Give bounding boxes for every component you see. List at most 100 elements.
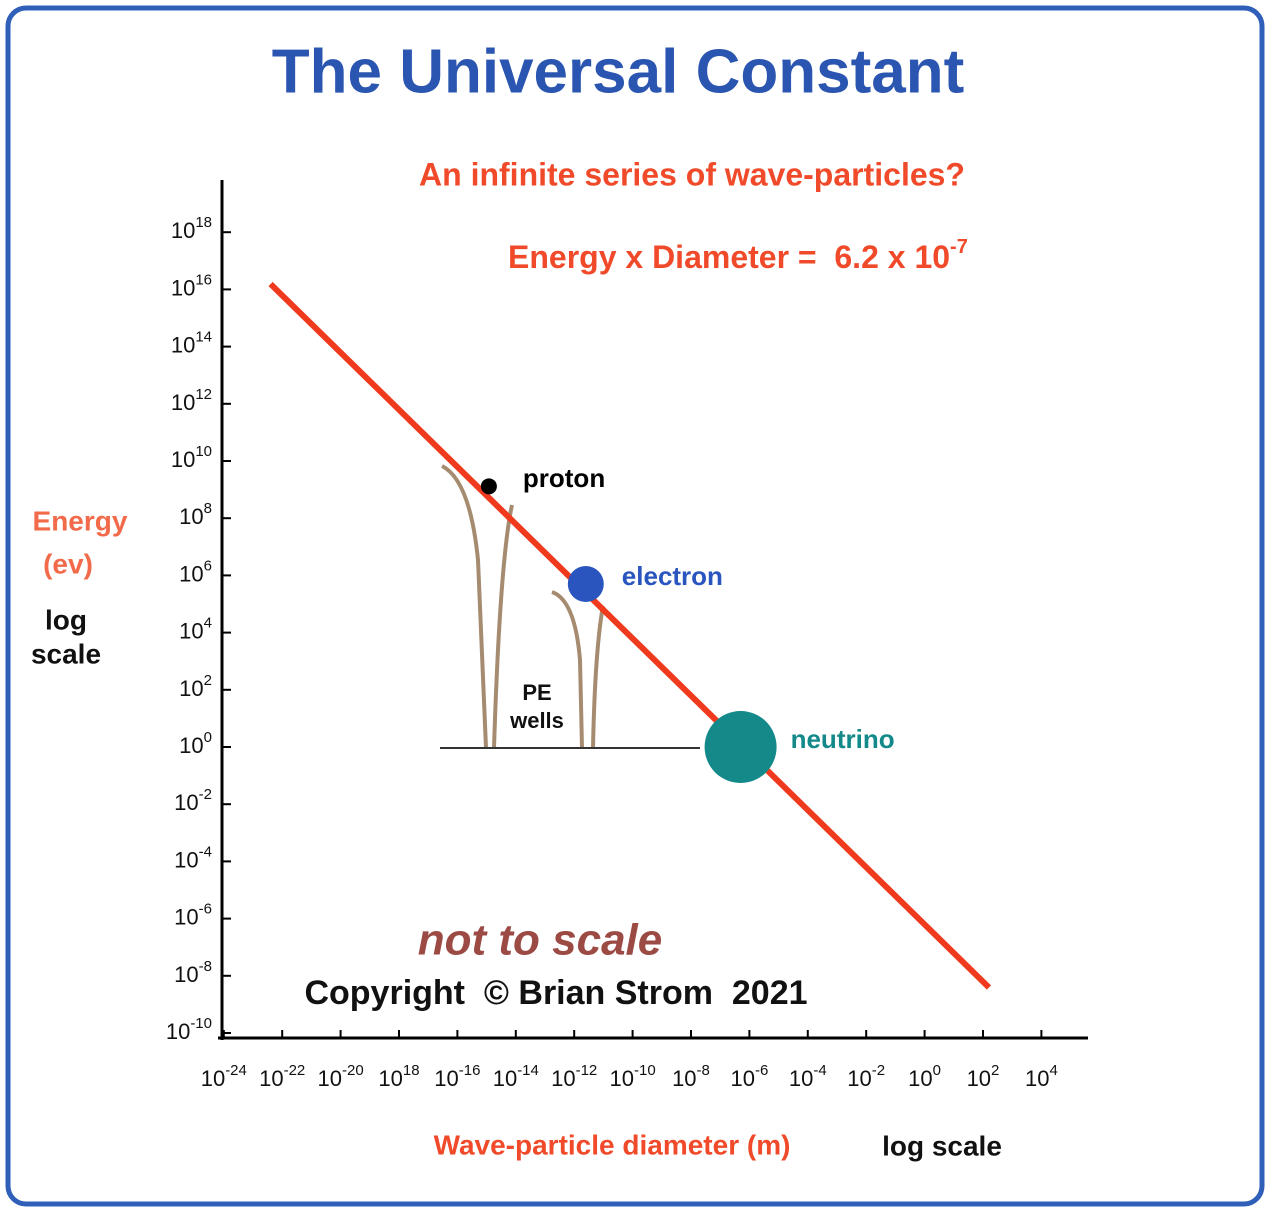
well-wall <box>591 605 605 749</box>
tick-exponent: -8 <box>697 1062 710 1079</box>
copyright: Copyright © Brian Strom 2021 <box>304 974 807 1012</box>
x-tick-label: 10-2 <box>847 1062 885 1091</box>
y-tick-label: 108 <box>179 500 212 529</box>
tick-base: 10 <box>171 390 195 415</box>
tick-base: 10 <box>171 275 195 300</box>
x-tick-label: 10-20 <box>318 1062 364 1091</box>
scale-note: not to scale <box>418 916 663 965</box>
x-tick-label: 10-6 <box>730 1062 768 1091</box>
y-tick-label: 1012 <box>171 386 212 415</box>
tick-exponent: -22 <box>284 1062 306 1079</box>
x-tick-label: 10-12 <box>551 1062 597 1091</box>
tick-base: 10 <box>908 1066 932 1091</box>
tick-exponent: -2 <box>872 1062 885 1079</box>
y-tick-label: 10-2 <box>174 786 212 815</box>
tick-exponent: 16 <box>195 271 212 288</box>
tick-exponent: -20 <box>342 1062 364 1079</box>
tick-base: 10 <box>847 1066 871 1091</box>
constant-line <box>268 281 992 990</box>
tick-base: 10 <box>259 1066 283 1091</box>
tick-base: 10 <box>171 332 195 357</box>
chart-title: The Universal Constant <box>272 37 964 106</box>
y-axis-note: scale <box>31 638 101 669</box>
tick-base: 10 <box>378 1066 402 1091</box>
tick-exponent: 12 <box>195 386 212 403</box>
tick-base: 10 <box>179 676 203 701</box>
x-tick-label: 10-14 <box>493 1062 539 1091</box>
tick-exponent: 18 <box>403 1062 420 1079</box>
x-tick-label: 104 <box>1025 1062 1058 1091</box>
tick-exponent: -14 <box>517 1062 539 1079</box>
tick-exponent: 6 <box>204 557 212 574</box>
y-tick-label: 1018 <box>171 214 212 243</box>
tick-exponent: 2 <box>991 1062 999 1079</box>
y-axis-label: (ev) <box>43 548 93 579</box>
subtitle: An infinite series of wave-particles? <box>419 156 965 192</box>
particle-label: proton <box>523 463 605 493</box>
well-wall <box>440 464 488 749</box>
particle <box>704 711 777 783</box>
tick-base: 10 <box>174 962 198 987</box>
tick-exponent: -24 <box>225 1062 247 1079</box>
particle-label: neutrino <box>791 724 895 754</box>
tick-exponent: 4 <box>204 615 212 632</box>
tick-base: 10 <box>174 904 198 929</box>
tick-base: 10 <box>434 1066 458 1091</box>
tick-exponent: 0 <box>933 1062 941 1079</box>
y-tick-label: 10-4 <box>174 843 212 872</box>
tick-base: 10 <box>166 1019 190 1044</box>
x-tick-label: 100 <box>908 1062 941 1091</box>
tick-base: 10 <box>179 561 203 586</box>
tick-base: 10 <box>179 504 203 529</box>
tick-exponent: -10 <box>190 1015 212 1032</box>
formula-text: Energy x Diameter = 6.2 x 10 <box>508 239 950 275</box>
x-tick-label: 102 <box>967 1062 1000 1091</box>
x-axis-label: Wave-particle diameter (m) <box>434 1129 791 1160</box>
x-tick-label: 10-4 <box>789 1062 827 1091</box>
tick-base: 10 <box>551 1066 575 1091</box>
particle <box>567 566 604 603</box>
tick-exponent: -4 <box>813 1062 826 1079</box>
particle <box>480 478 497 495</box>
tick-base: 10 <box>201 1066 225 1091</box>
frame <box>5 5 1265 1207</box>
tick-exponent: -6 <box>199 901 212 918</box>
y-tick-label: 1014 <box>171 329 212 358</box>
tick-exponent: -6 <box>755 1062 768 1079</box>
y-tick-label: 100 <box>179 729 212 758</box>
formula: Energy x Diameter = 6.2 x 10-7 <box>508 236 968 275</box>
tick-exponent: 2 <box>204 672 212 689</box>
wells-label: PE <box>522 680 551 705</box>
tick-exponent: -12 <box>576 1062 598 1079</box>
tick-exponent: 0 <box>204 729 212 746</box>
tick-base: 10 <box>318 1066 342 1091</box>
y-tick-label: 10-6 <box>174 901 212 930</box>
particle-label: electron <box>622 561 723 591</box>
y-tick-label: 104 <box>179 615 212 644</box>
x-tick-label: 1018 <box>378 1062 419 1091</box>
tick-exponent: 10 <box>195 443 212 460</box>
tick-base: 10 <box>1025 1066 1049 1091</box>
y-tick-label: 1016 <box>171 271 212 300</box>
tick-exponent: 8 <box>204 500 212 517</box>
tick-base: 10 <box>171 447 195 472</box>
tick-base: 10 <box>174 790 198 815</box>
formula-exponent: -7 <box>950 236 968 258</box>
tick-base: 10 <box>672 1066 696 1091</box>
x-tick-label: 10-8 <box>672 1062 710 1091</box>
well-wall <box>551 590 584 749</box>
tick-exponent: -4 <box>199 843 212 860</box>
tick-exponent: -8 <box>199 958 212 975</box>
x-tick-label: 10-10 <box>610 1062 656 1091</box>
x-tick-label: 10-22 <box>259 1062 305 1091</box>
tick-base: 10 <box>179 618 203 643</box>
y-tick-label: 10-10 <box>166 1015 212 1044</box>
tick-base: 10 <box>174 847 198 872</box>
tick-base: 10 <box>789 1066 813 1091</box>
tick-base: 10 <box>179 733 203 758</box>
x-axis-note: log scale <box>882 1130 1002 1161</box>
y-tick-label: 106 <box>179 557 212 586</box>
x-tick-label: 10-16 <box>434 1062 480 1091</box>
x-tick-label: 10-24 <box>201 1062 247 1091</box>
